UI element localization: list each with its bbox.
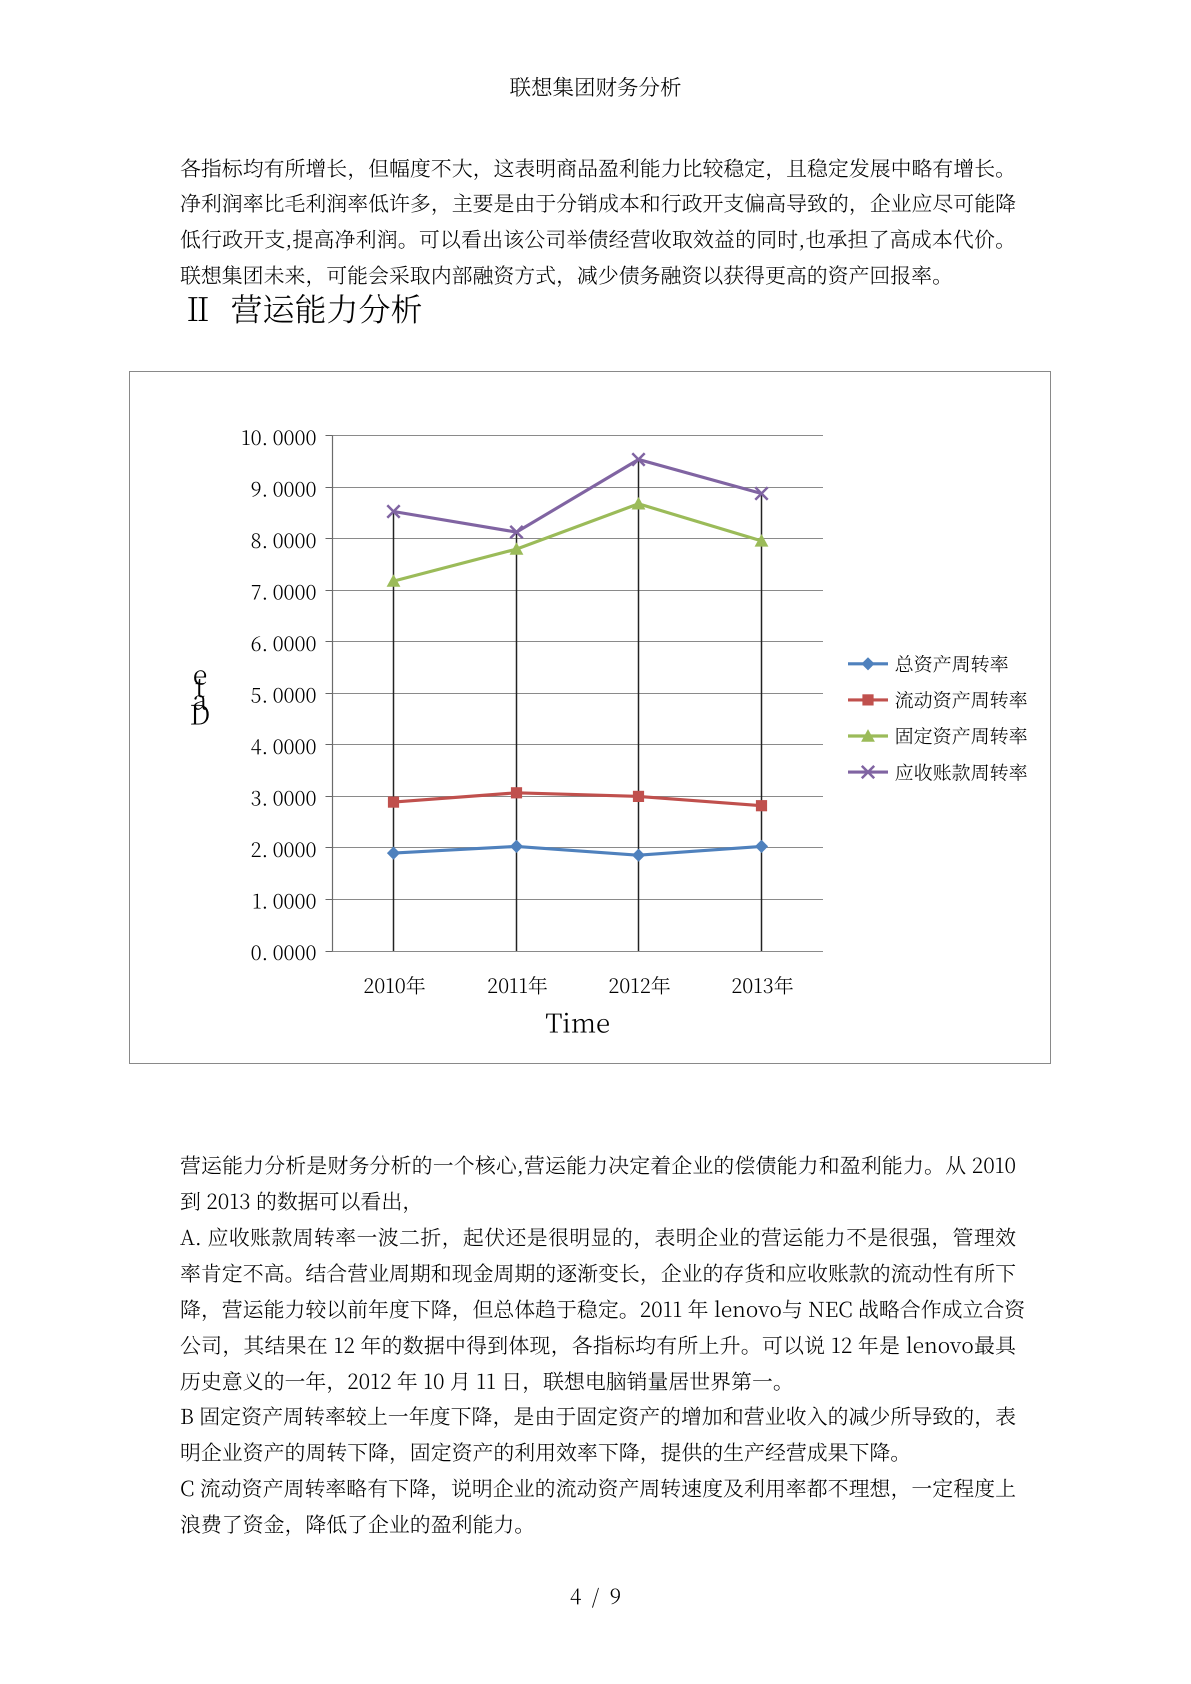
svg-text:4.0000: 4. 0000: [251, 731, 317, 760]
svg-text:0.0000: 0. 0000: [251, 937, 317, 966]
svg-text:D: D: [190, 693, 211, 732]
svg-text:应收账款周转率: 应收账款周转率: [895, 758, 1028, 785]
svg-text:8.0000: 8. 0000: [251, 525, 317, 554]
svg-text:Time: Time: [545, 1004, 610, 1041]
svg-text:9.0000: 9. 0000: [250, 473, 316, 502]
svg-text:6.0000: 6. 0000: [251, 628, 317, 657]
svg-text:t: t: [195, 666, 205, 705]
svg-text:2.0000: 2. 0000: [251, 834, 317, 863]
svg-text:a: a: [193, 678, 208, 717]
svg-text:e: e: [193, 653, 208, 692]
svg-text:总资产周转率: 总资产周转率: [895, 650, 1009, 677]
svg-text:5.0000: 5. 0000: [251, 679, 317, 708]
svg-text:7.0000: 7. 0000: [251, 576, 317, 605]
svg-text:流动资产周转率: 流动资产周转率: [895, 686, 1028, 713]
svg-text:1.0000: 1. 0000: [252, 886, 316, 915]
svg-text:2011年: 2011年: [487, 970, 548, 999]
svg-text:3.0000: 3. 0000: [251, 782, 317, 811]
svg-text:10.0000: 10. 0000: [241, 422, 316, 451]
svg-text:2013年: 2013年: [731, 970, 793, 999]
svg-text:固定资产周转率: 固定资产周转率: [895, 722, 1028, 749]
svg-text:2012年: 2012年: [608, 970, 670, 999]
svg-text:2010年: 2010年: [363, 970, 425, 999]
